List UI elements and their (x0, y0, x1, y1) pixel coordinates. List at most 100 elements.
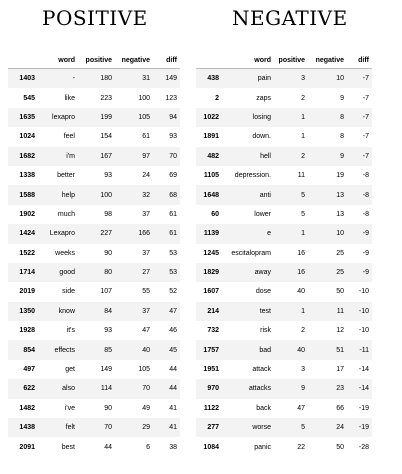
table-row: 214 test 1 11 -10 (196, 301, 372, 322)
table-row: 1424 Lexapro 227 166 61 (8, 224, 180, 244)
positive-count-cell: 90 (104, 249, 112, 257)
row-index: 277 (196, 418, 222, 438)
diff-cell: 69 (169, 172, 177, 180)
row-index: 622 (8, 379, 38, 399)
positive-count-cell: 40 (297, 288, 305, 296)
negative-count-cell: 100 (138, 94, 150, 102)
table-row: 1902 much 98 37 61 (8, 205, 180, 224)
row-index: 2 (215, 94, 219, 102)
word-cell: down. (252, 133, 271, 141)
diff-cell: -11 (347, 340, 372, 360)
row-index: 1022 (196, 107, 222, 128)
diff-cell: 53 (153, 262, 180, 283)
negative-heading: NEGATIVE (232, 6, 348, 30)
diff-cell: 149 (153, 68, 180, 89)
diff-cell: -28 (358, 443, 369, 451)
positive-count-cell: 40 (274, 340, 308, 360)
word-cell: losing (222, 107, 274, 128)
table-row: 1928 it's 93 47 46 (8, 321, 180, 340)
negative-count-cell: 32 (115, 185, 153, 205)
row-index: 497 (23, 366, 35, 374)
positive-count-cell: 114 (78, 379, 115, 399)
row-index: 1902 (19, 210, 35, 218)
row-index: 732 (207, 327, 219, 335)
positive-count-cell: 1 (301, 133, 305, 141)
row-index: 1522 (19, 249, 35, 257)
table-row: 1403-180 31 149 (8, 68, 180, 89)
table-row: 1635 lexapro 199 105 94 (8, 107, 180, 128)
positive-count-cell: 1 (274, 107, 308, 128)
negative-count-cell: 17 (336, 366, 344, 374)
diff-cell: 53 (169, 249, 177, 257)
diff-cell: 45 (153, 340, 180, 360)
diff-cell: -7 (347, 68, 372, 89)
row-index: 1424 (8, 224, 38, 244)
diff-cell: -8 (362, 210, 369, 218)
diff-cell: 61 (169, 210, 177, 218)
negative-count-cell: 40 (115, 340, 153, 360)
row-index: 1438 (8, 418, 38, 438)
diff-cell: 47 (153, 301, 180, 322)
row-index: 1928 (19, 327, 35, 335)
positive-count-cell: 227 (78, 224, 115, 244)
positive-count-cell: 44 (104, 443, 112, 451)
positive-count-cell: 16 (297, 249, 305, 257)
negative-count-cell: 47 (142, 327, 150, 335)
positive-count-cell: 85 (78, 340, 115, 360)
negative-count-cell: 11 (308, 301, 347, 322)
negative-count-cell: 13 (308, 185, 347, 205)
table-row: 1829 away 16 25 -9 (196, 262, 372, 283)
table-row: 1682 i'm 167 97 70 (8, 146, 180, 166)
negative-count-cell: 66 (336, 404, 344, 412)
positive-count-cell: 5 (301, 210, 305, 218)
diff-cell: 41 (169, 404, 177, 412)
positive-count-cell: 1 (274, 301, 308, 322)
header-diff: diff (153, 52, 180, 69)
negative-count-cell: 50 (336, 288, 344, 296)
word-cell: weeks (55, 249, 75, 257)
row-index: 1607 (203, 288, 219, 296)
diff-cell: -9 (347, 224, 372, 244)
row-index: 1122 (203, 404, 219, 412)
header-index (8, 52, 38, 69)
positive-count-cell: 5 (274, 418, 308, 438)
positive-count-cell: 223 (100, 94, 112, 102)
positive-count-cell: 9 (274, 379, 308, 399)
word-cell: help (38, 185, 78, 205)
word-cell: pain (222, 68, 274, 89)
diff-cell: -19 (358, 404, 369, 412)
positive-count-cell: 2 (274, 146, 308, 166)
header-negative: negative (308, 52, 347, 69)
negative-count-cell: 37 (115, 301, 153, 322)
word-cell: test (222, 301, 274, 322)
negative-count-cell: 9 (340, 94, 344, 102)
diff-cell: -7 (347, 146, 372, 166)
table-row: 1714 good 80 27 53 (8, 262, 180, 283)
word-cell: felt (38, 418, 78, 438)
negative-count-cell: 19 (336, 172, 344, 180)
diff-cell: 61 (153, 224, 180, 244)
positive-count-cell: 154 (100, 133, 112, 141)
table-row: 497 get 149 105 44 (8, 360, 180, 379)
positive-header-row: word positive negative diff (8, 52, 180, 69)
row-index: 1482 (19, 404, 35, 412)
word-cell: e (222, 224, 274, 244)
negative-count-cell: 25 (336, 249, 344, 257)
negative-count-cell: 50 (336, 443, 344, 451)
diff-cell: -9 (362, 249, 369, 257)
table-row: 545 like 223 100 123 (8, 88, 180, 107)
word-cell: attacks (222, 379, 274, 399)
word-cell: worse (222, 418, 274, 438)
table-row: 2 zaps 2 9 -7 (196, 88, 372, 107)
negative-header-row: word positive negative diff (196, 52, 372, 69)
word-cell: - (38, 68, 78, 89)
table-row: 732 risk 2 12 -10 (196, 321, 372, 340)
diff-cell: 123 (165, 94, 177, 102)
negative-table: word positive negative diff 438 pain 3 10 -7… (196, 52, 372, 457)
positive-count-cell: 22 (297, 443, 305, 451)
diff-cell: -14 (358, 366, 369, 374)
row-index: 1891 (203, 133, 219, 141)
diff-cell: 93 (169, 133, 177, 141)
table-row: 1084 panic 22 50 -28 (196, 437, 372, 456)
positive-count-cell: 80 (78, 262, 115, 283)
